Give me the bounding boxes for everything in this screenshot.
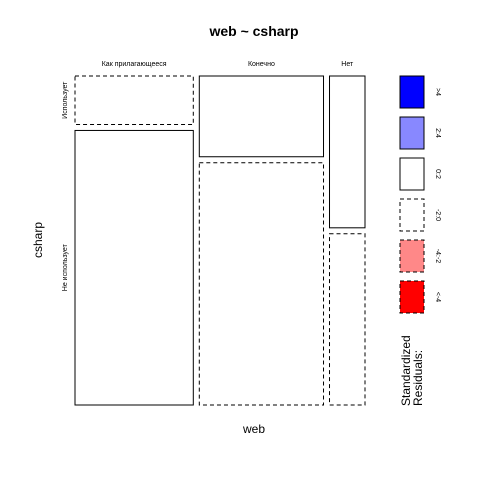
legend-label: <-4 [434,292,441,302]
mosaic-tile [198,75,325,158]
legend-label: -4:-2 [434,249,441,264]
y-axis-title: csharp [31,222,45,258]
legend-label: 0:2 [434,169,441,179]
x-category-label: Конечно [248,61,275,68]
legend-swatch [399,157,425,191]
mosaic-tile [329,75,366,229]
mosaic-tile [74,75,194,125]
legend-label: >4 [434,88,441,96]
legend-swatch [399,239,425,273]
legend-swatch [399,280,425,314]
chart-title: web ~ csharp [208,23,298,39]
legend-swatch [399,198,425,232]
x-category-labels: Как прилагающееся Конечно Нет [102,61,354,68]
mosaic-tile [329,233,366,406]
x-category-label: Как прилагающееся [102,61,167,68]
mosaic-tile [74,129,194,406]
legend-title: Residuals: [411,350,425,406]
y-category-label: Использует [62,81,69,119]
mosaic-tile [198,162,325,406]
legend-swatch [399,75,425,109]
legend-label: -2:0 [434,209,441,221]
mosaic-tiles [74,75,366,406]
y-category-label: Не использует [62,243,69,291]
x-axis-title: web [242,422,265,436]
x-category-label: Нет [341,61,354,68]
legend-label: 2:4 [434,128,441,138]
legend-title: Standardized [399,335,413,406]
residuals-legend: >4 2:4 0:2 -2:0 -4:-2 <-4 StandardizedResidual… [399,75,441,406]
legend-swatch [399,116,425,150]
y-category-labels: Использует Не использует [62,81,69,291]
